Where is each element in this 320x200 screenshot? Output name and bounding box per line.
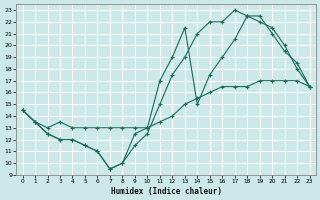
X-axis label: Humidex (Indice chaleur): Humidex (Indice chaleur) xyxy=(111,187,221,196)
